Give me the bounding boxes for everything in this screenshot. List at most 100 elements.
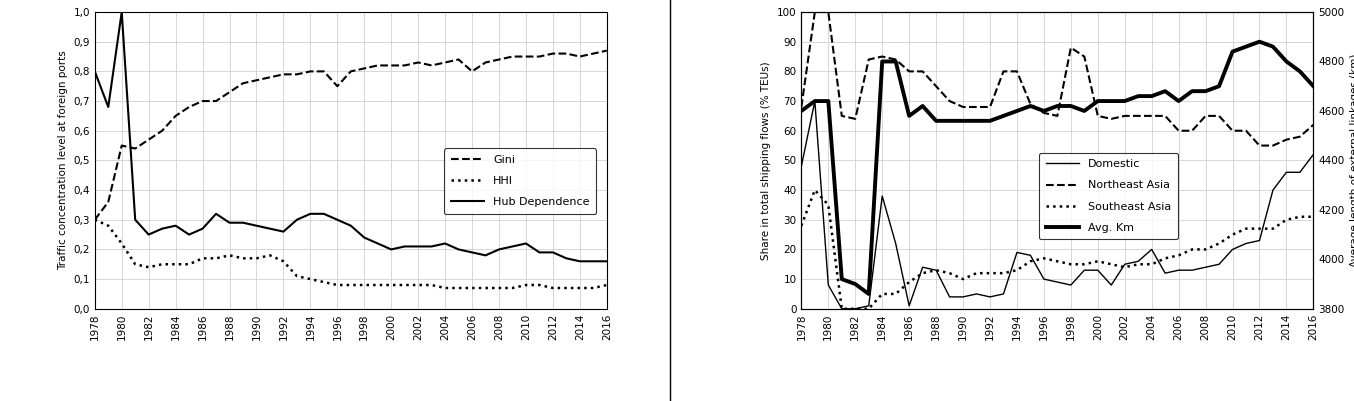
HHI — [195, 256, 211, 261]
Hub Dependence — [209, 211, 225, 216]
Southeast Asia — [1009, 268, 1025, 273]
HHI — [168, 262, 184, 267]
Southeast Asia — [1049, 259, 1066, 264]
Avg. Km — [1251, 39, 1267, 44]
Northeast Asia — [927, 84, 944, 89]
Gini — [141, 137, 157, 142]
Hub Dependence — [451, 247, 467, 252]
Gini — [383, 63, 399, 68]
Avg. Km — [888, 59, 904, 64]
Northeast Asia — [914, 69, 930, 74]
Domestic — [1224, 247, 1240, 252]
Domestic — [941, 294, 957, 299]
Northeast Asia — [955, 105, 971, 109]
Northeast Asia — [1036, 111, 1052, 115]
Northeast Asia — [848, 116, 864, 121]
Northeast Asia — [1305, 122, 1322, 127]
Southeast Asia — [927, 268, 944, 273]
Hub Dependence — [329, 217, 345, 222]
Southeast Asia — [1210, 241, 1227, 246]
HHI — [424, 283, 440, 288]
Avg. Km — [1076, 109, 1093, 113]
Northeast Asia — [1090, 113, 1106, 118]
Domestic — [888, 241, 904, 246]
Domestic — [1197, 265, 1213, 269]
HHI — [127, 262, 144, 267]
Domestic — [793, 164, 810, 169]
Northeast Asia — [982, 105, 998, 109]
HHI — [383, 283, 399, 288]
Hub Dependence — [544, 250, 561, 255]
Avg. Km — [1278, 59, 1294, 64]
HHI — [315, 279, 332, 284]
Northeast Asia — [1265, 143, 1281, 148]
Y-axis label: Traffic concentration level at foreign ports: Traffic concentration level at foreign p… — [58, 51, 68, 270]
Avg. Km — [1224, 49, 1240, 54]
Avg. Km — [1158, 89, 1174, 93]
HHI — [302, 277, 318, 282]
Gini — [598, 48, 615, 53]
Domestic — [1251, 238, 1267, 243]
Gini — [87, 217, 103, 222]
Southeast Asia — [1265, 226, 1281, 231]
Hub Dependence — [504, 244, 520, 249]
Domestic — [927, 268, 944, 273]
HHI — [437, 286, 454, 290]
Southeast Asia — [1036, 256, 1052, 261]
Hub Dependence — [397, 244, 413, 249]
Northeast Asia — [968, 105, 984, 109]
Domestic — [807, 99, 823, 103]
Hub Dependence — [248, 223, 264, 228]
Avg. Km — [821, 99, 837, 103]
Domestic — [1144, 247, 1160, 252]
Gini — [154, 128, 171, 133]
Southeast Asia — [1305, 215, 1322, 219]
Northeast Asia — [1076, 54, 1093, 59]
Hub Dependence — [585, 259, 601, 264]
Avg. Km — [982, 118, 998, 123]
Avg. Km — [1265, 44, 1281, 49]
Southeast Asia — [1117, 265, 1133, 269]
Southeast Asia — [968, 271, 984, 275]
Gini — [397, 63, 413, 68]
Northeast Asia — [900, 69, 917, 74]
Hub Dependence — [492, 247, 508, 252]
HHI — [288, 274, 305, 279]
Northeast Asia — [807, 10, 823, 14]
Hub Dependence — [275, 229, 291, 234]
Southeast Asia — [875, 292, 891, 296]
Hub Dependence — [437, 241, 454, 246]
Southeast Asia — [914, 271, 930, 275]
Gini — [492, 57, 508, 62]
Gini — [571, 54, 588, 59]
Avg. Km — [834, 277, 850, 282]
Avg. Km — [1170, 99, 1186, 103]
Hub Dependence — [302, 211, 318, 216]
Southeast Asia — [1251, 226, 1267, 231]
Northeast Asia — [1183, 128, 1200, 133]
Northeast Asia — [1104, 116, 1120, 121]
Northeast Asia — [1144, 113, 1160, 118]
HHI — [261, 253, 278, 258]
Line: Hub Dependence: Hub Dependence — [95, 12, 607, 261]
Avg. Km — [914, 103, 930, 108]
Hub Dependence — [222, 220, 238, 225]
Avg. Km — [995, 113, 1011, 118]
Hub Dependence — [383, 247, 399, 252]
Northeast Asia — [861, 57, 877, 62]
Southeast Asia — [1158, 256, 1174, 261]
Southeast Asia — [995, 271, 1011, 275]
Line: Gini: Gini — [95, 51, 607, 220]
Northeast Asia — [1251, 143, 1267, 148]
Avg. Km — [955, 118, 971, 123]
Southeast Asia — [1278, 217, 1294, 222]
HHI — [451, 286, 467, 290]
Hub Dependence — [598, 259, 615, 264]
Domestic — [1292, 170, 1308, 175]
Northeast Asia — [1278, 137, 1294, 142]
Gini — [168, 113, 184, 118]
Northeast Asia — [1022, 101, 1039, 106]
Avg. Km — [927, 118, 944, 123]
Gini — [424, 63, 440, 68]
Domestic — [1210, 262, 1227, 267]
